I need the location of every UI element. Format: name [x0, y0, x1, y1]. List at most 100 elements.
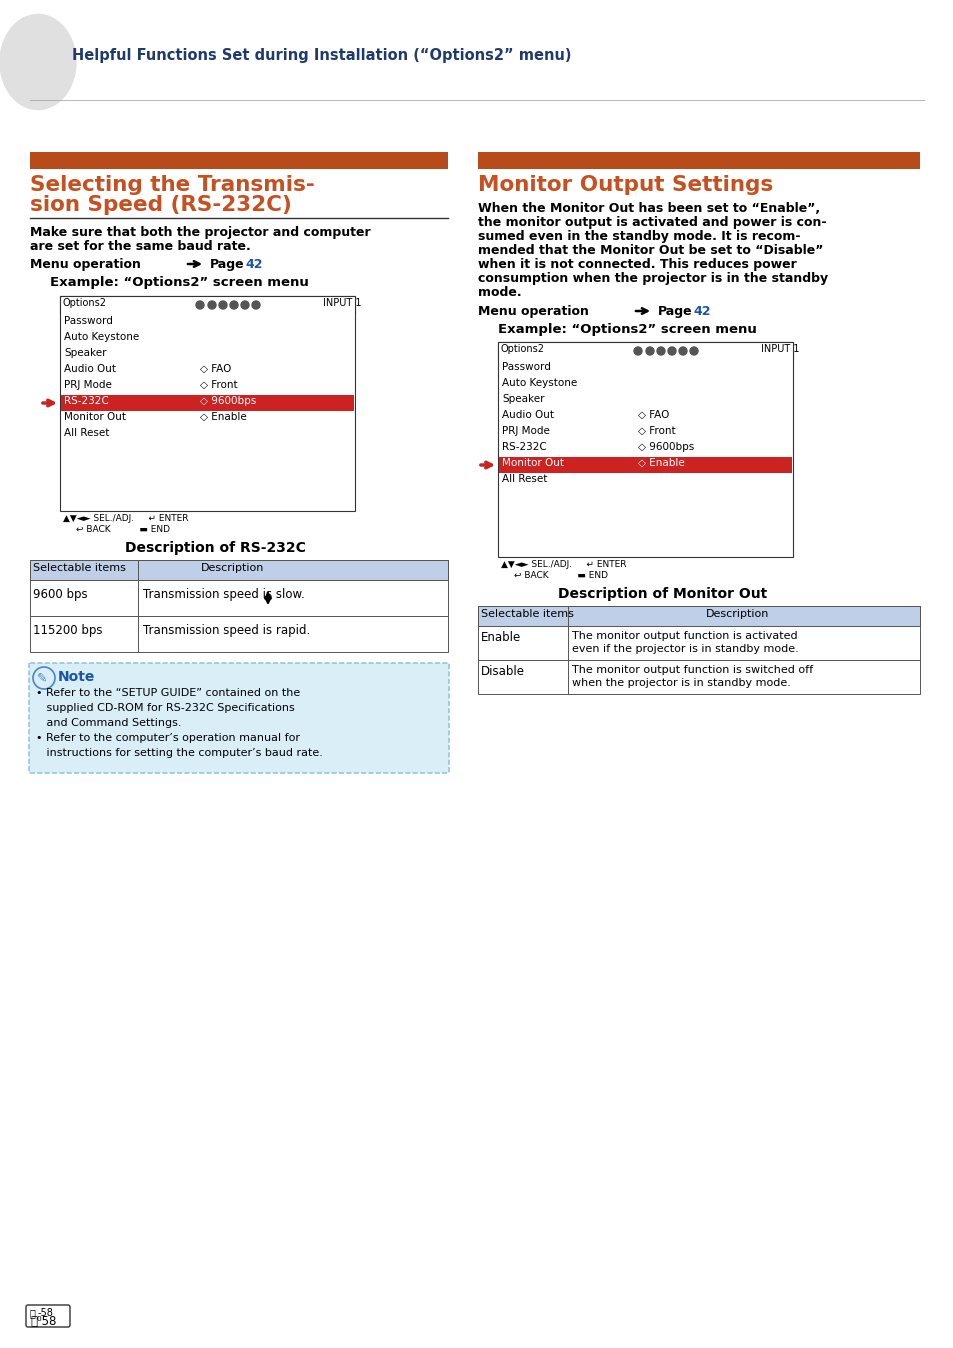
- Text: Auto Keystone: Auto Keystone: [64, 332, 139, 342]
- Text: Description: Description: [201, 563, 264, 573]
- Bar: [477, 661, 919, 694]
- Bar: [477, 152, 919, 168]
- Text: even if the projector is in standby mode.: even if the projector is in standby mode…: [572, 644, 798, 654]
- Text: instructions for setting the computer’s baud rate.: instructions for setting the computer’s …: [36, 748, 322, 758]
- Text: the monitor output is activated and power is con-: the monitor output is activated and powe…: [477, 216, 825, 229]
- Circle shape: [645, 346, 654, 355]
- Text: Audio Out: Audio Out: [501, 410, 554, 421]
- Text: when the projector is in standby mode.: when the projector is in standby mode.: [572, 678, 790, 687]
- Text: Options2: Options2: [500, 344, 544, 355]
- Bar: [30, 616, 448, 652]
- Text: Password: Password: [64, 315, 112, 326]
- Text: • Refer to the “SETUP GUIDE” contained on the: • Refer to the “SETUP GUIDE” contained o…: [36, 687, 300, 698]
- Text: supplied CD-ROM for RS-232C Specifications: supplied CD-ROM for RS-232C Specificatio…: [36, 704, 294, 713]
- Text: All Reset: All Reset: [501, 474, 547, 484]
- Text: 42: 42: [245, 257, 262, 271]
- Circle shape: [195, 301, 204, 309]
- Text: 9600 bps: 9600 bps: [33, 588, 88, 601]
- Circle shape: [252, 301, 260, 309]
- Text: 115200 bps: 115200 bps: [33, 624, 102, 638]
- Bar: [30, 152, 448, 168]
- Text: RS-232C: RS-232C: [501, 442, 546, 452]
- Text: The monitor output function is activated: The monitor output function is activated: [572, 631, 797, 642]
- Text: Page: Page: [210, 257, 244, 271]
- Text: Monitor Out: Monitor Out: [501, 458, 563, 468]
- Text: Page: Page: [658, 305, 692, 318]
- Text: and Command Settings.: and Command Settings.: [36, 718, 181, 728]
- Circle shape: [241, 301, 249, 309]
- Text: When the Monitor Out has been set to “Enable”,: When the Monitor Out has been set to “En…: [477, 202, 820, 214]
- Text: when it is not connected. This reduces power: when it is not connected. This reduces p…: [477, 257, 796, 271]
- Circle shape: [689, 346, 698, 355]
- Text: Options2: Options2: [63, 298, 107, 307]
- Bar: [60, 297, 355, 314]
- Text: All Reset: All Reset: [64, 429, 110, 438]
- Text: mode.: mode.: [477, 286, 521, 299]
- Text: Note: Note: [58, 670, 95, 683]
- Bar: [497, 342, 792, 557]
- Circle shape: [657, 346, 664, 355]
- Bar: [30, 559, 448, 580]
- Text: ◇ Enable: ◇ Enable: [638, 458, 684, 468]
- Circle shape: [634, 346, 641, 355]
- Text: Speaker: Speaker: [501, 394, 544, 404]
- Text: sumed even in the standby mode. It is recom-: sumed even in the standby mode. It is re…: [477, 231, 800, 243]
- Text: Example: “Options2” screen menu: Example: “Options2” screen menu: [497, 324, 756, 336]
- Text: Transmission speed is slow.: Transmission speed is slow.: [143, 588, 304, 601]
- Text: consumption when the projector is in the standby: consumption when the projector is in the…: [477, 272, 827, 284]
- Text: ◇ Front: ◇ Front: [638, 426, 675, 435]
- Text: Audio Out: Audio Out: [64, 364, 116, 373]
- Text: • Refer to the computer’s operation manual for: • Refer to the computer’s operation manu…: [36, 733, 299, 743]
- Text: ◇ 9600bps: ◇ 9600bps: [638, 442, 694, 452]
- Text: sion Speed (RS-232C): sion Speed (RS-232C): [30, 195, 292, 214]
- Text: Speaker: Speaker: [64, 348, 107, 359]
- Circle shape: [208, 301, 215, 309]
- Circle shape: [219, 301, 227, 309]
- Text: INPUT 1: INPUT 1: [760, 344, 799, 355]
- Text: ▲▼◄► SEL./ADJ.     ↵ ENTER: ▲▼◄► SEL./ADJ. ↵ ENTER: [500, 559, 626, 569]
- Text: ◇ FAO: ◇ FAO: [200, 364, 232, 373]
- Circle shape: [230, 301, 237, 309]
- Text: ⓖ: ⓖ: [30, 1308, 36, 1318]
- Text: Monitor Output Settings: Monitor Output Settings: [477, 175, 773, 195]
- FancyBboxPatch shape: [26, 1305, 70, 1326]
- Text: Selecting the Transmis-: Selecting the Transmis-: [30, 175, 314, 195]
- Text: PRJ Mode: PRJ Mode: [501, 426, 549, 435]
- Text: Description of Monitor Out: Description of Monitor Out: [558, 586, 766, 601]
- Text: ↩ BACK          ▬ END: ↩ BACK ▬ END: [76, 524, 170, 534]
- Text: Menu operation: Menu operation: [477, 305, 588, 318]
- Text: -58: -58: [38, 1308, 53, 1318]
- Text: INPUT 1: INPUT 1: [323, 298, 361, 307]
- Ellipse shape: [0, 15, 76, 109]
- Text: Transmission speed is rapid.: Transmission speed is rapid.: [143, 624, 310, 638]
- Text: Password: Password: [501, 363, 550, 372]
- Bar: [61, 395, 354, 411]
- FancyBboxPatch shape: [29, 663, 449, 772]
- Text: Description of RS-232C: Description of RS-232C: [125, 541, 306, 555]
- Text: Disable: Disable: [480, 665, 524, 678]
- Text: ✎: ✎: [37, 673, 48, 685]
- Text: Description: Description: [705, 609, 769, 619]
- Text: Example: “Options2” screen menu: Example: “Options2” screen menu: [50, 276, 309, 288]
- Text: PRJ Mode: PRJ Mode: [64, 380, 112, 390]
- Text: RS-232C: RS-232C: [64, 396, 109, 406]
- Text: 42: 42: [692, 305, 710, 318]
- Bar: [477, 625, 919, 661]
- Bar: [477, 607, 919, 625]
- Bar: [30, 665, 448, 772]
- Bar: [30, 559, 448, 580]
- Text: Helpful Functions Set during Installation (“Options2” menu): Helpful Functions Set during Installatio…: [71, 49, 571, 63]
- Text: Monitor Out: Monitor Out: [64, 412, 126, 422]
- Bar: [477, 607, 919, 625]
- Circle shape: [667, 346, 676, 355]
- Text: mended that the Monitor Out be set to “Disable”: mended that the Monitor Out be set to “D…: [477, 244, 822, 257]
- Text: Selectable items: Selectable items: [480, 609, 574, 619]
- Text: Menu operation: Menu operation: [30, 257, 141, 271]
- Text: ↩ BACK          ▬ END: ↩ BACK ▬ END: [514, 572, 607, 580]
- Text: Enable: Enable: [480, 631, 520, 644]
- Text: ◇ Enable: ◇ Enable: [200, 412, 247, 422]
- Bar: [498, 457, 791, 473]
- Text: Make sure that both the projector and computer: Make sure that both the projector and co…: [30, 226, 370, 239]
- Text: are set for the same baud rate.: are set for the same baud rate.: [30, 240, 251, 253]
- Bar: [60, 297, 355, 511]
